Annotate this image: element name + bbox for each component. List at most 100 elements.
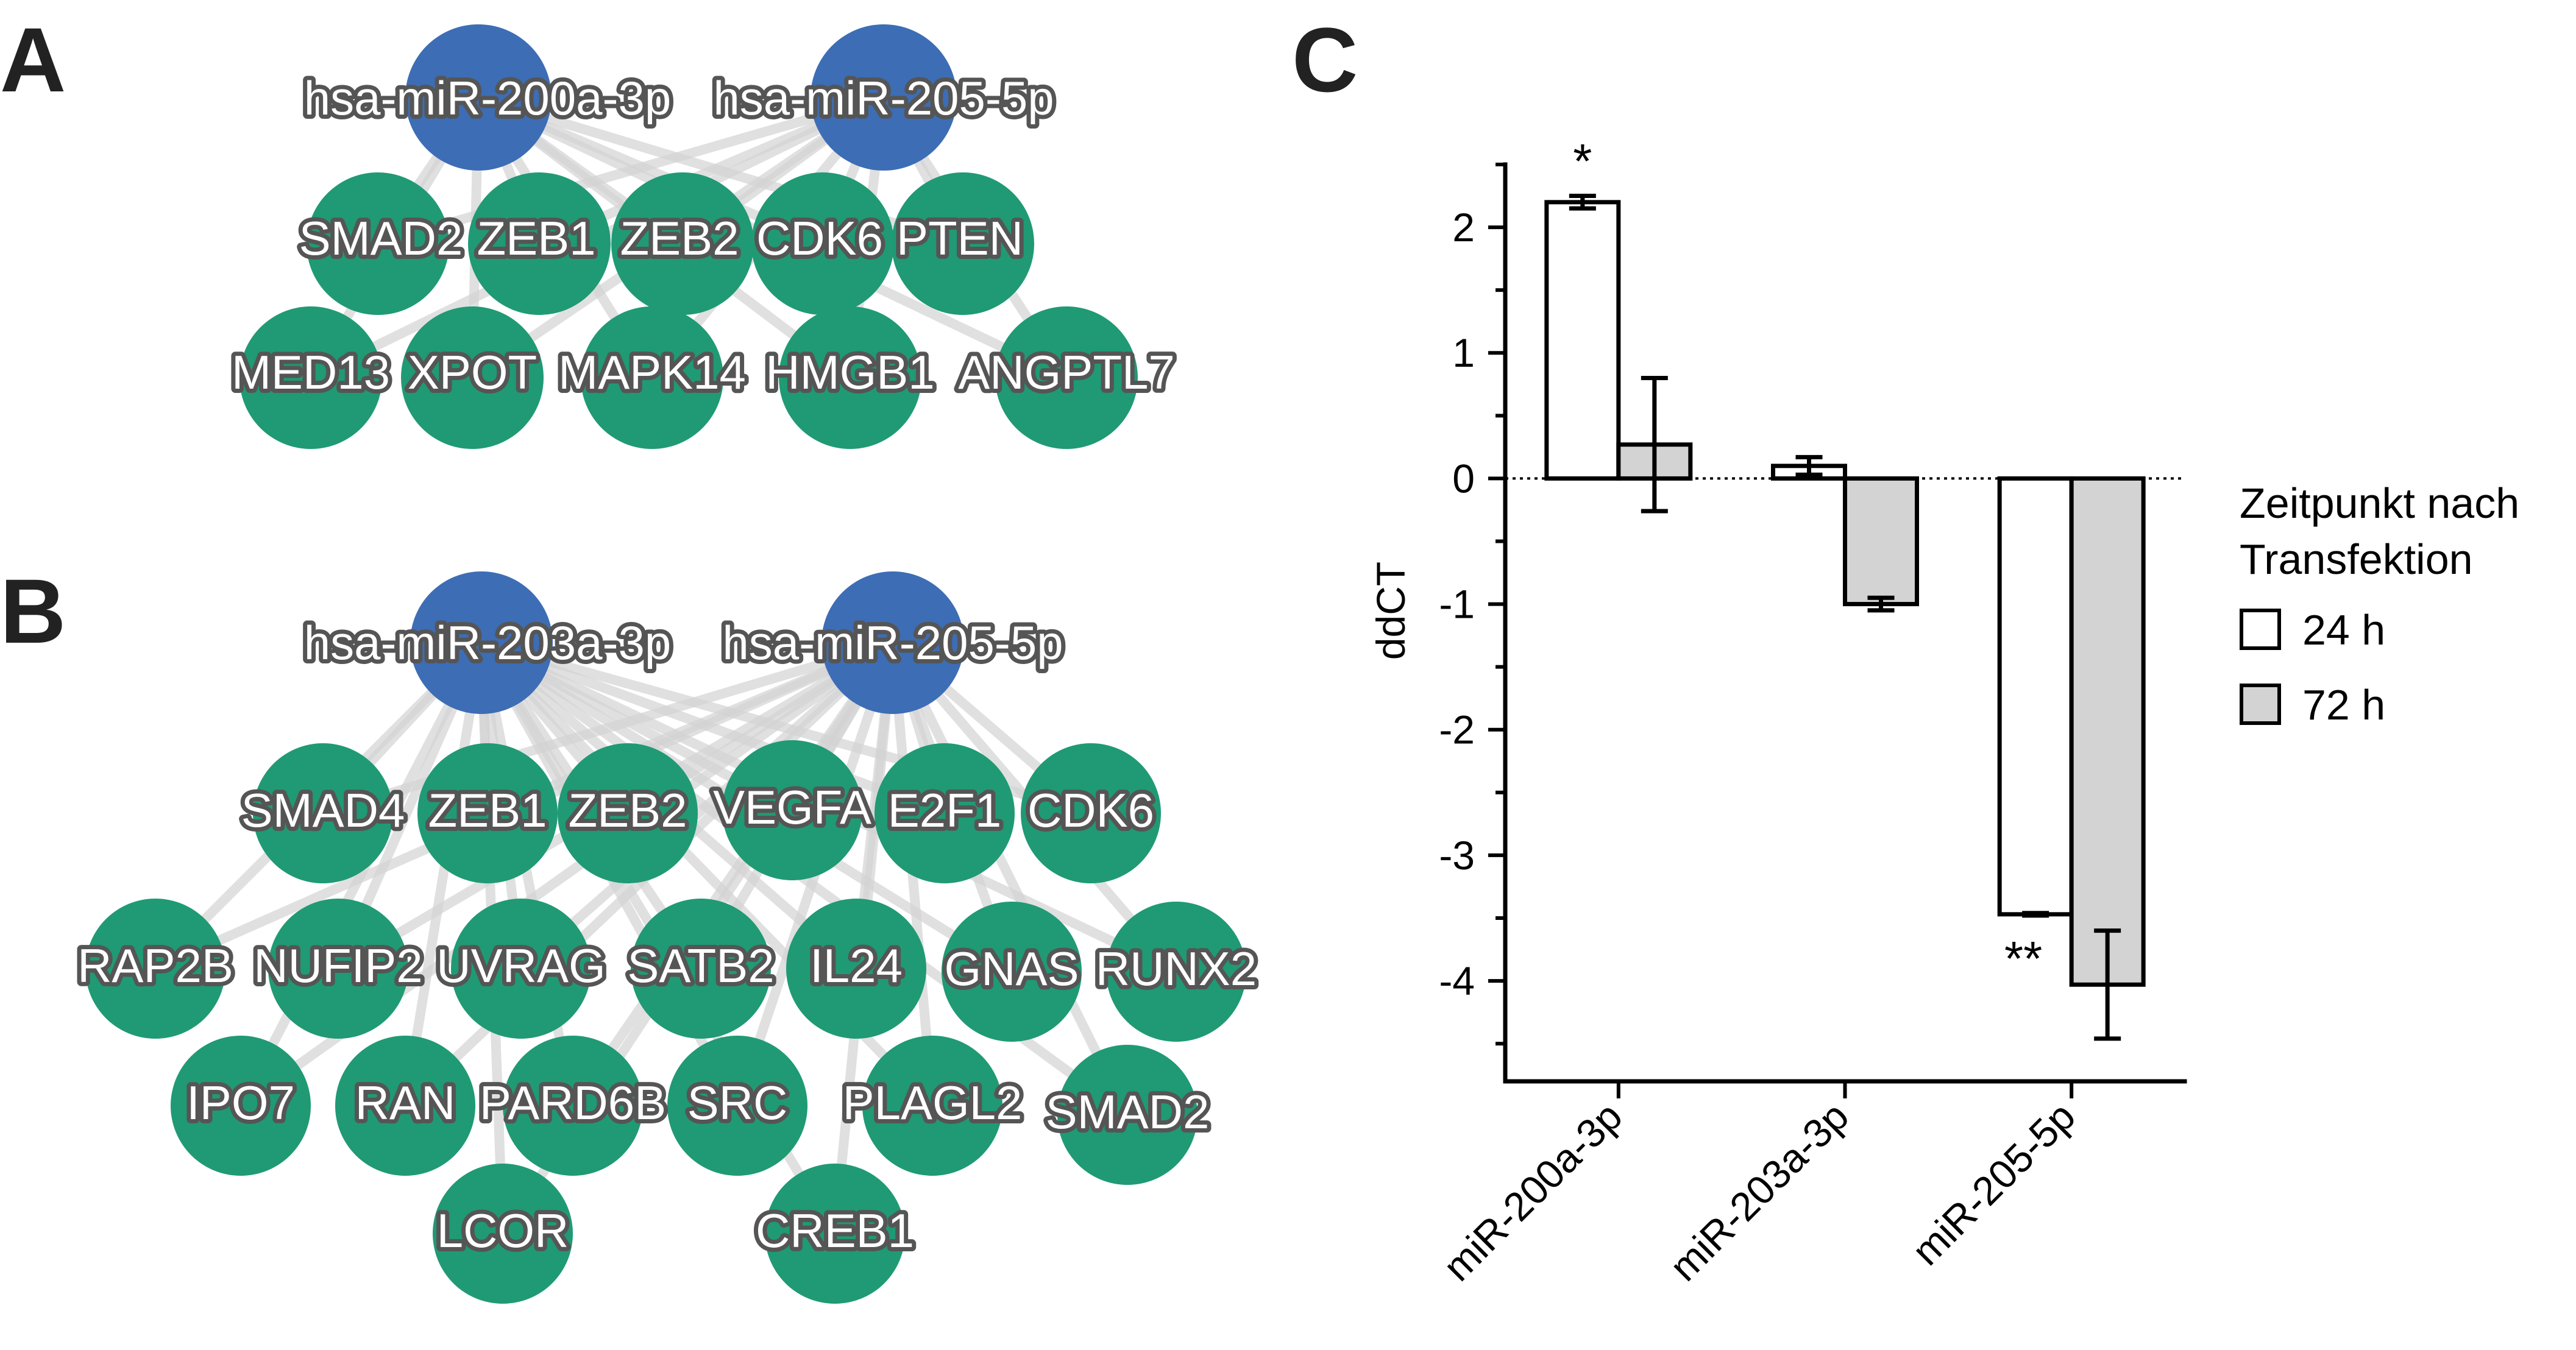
x-tick-label: miR-205-5p [1903,1094,2084,1274]
network-b: hsa-miR-203a-3p hsa-miR-205-5p SMAD4 ZEB… [73,571,1261,1304]
target-label: MAPK14 [558,345,746,399]
network-edge [400,638,486,1111]
target-node-a-xpot [401,306,544,449]
network-edge [888,638,1132,1120]
target-node-b-src [667,1036,807,1176]
target-node-b-plagl2 [862,1036,1002,1176]
target-label: CDK6 [756,211,883,265]
network-a: hsa-miR-200a-3p hsa-miR-205-5p SMAD2 ZEB… [227,24,1179,449]
network-edge [318,638,898,818]
target-node-a-smad2 [307,172,449,315]
target-node-b-smad4 [253,743,393,883]
target-label: E2F1 [888,783,1001,837]
target-node-a-pten [892,172,1034,315]
legend: Zeitpunkt nach Transfektion 24 h 72 h [2240,479,2519,729]
target-node-b-ran [335,1036,475,1176]
mirna-label-b-1: hsa-miR-203a-3p [304,616,672,670]
network-a-labels: hsa-miR-200a-3p hsa-miR-205-5p SMAD2 ZEB… [227,67,1179,403]
y-axis-title: ddCT [1368,562,1413,660]
target-label: ZEB1 [477,211,595,265]
target-node-b-uvrag [451,899,591,1039]
mirna-label-b-2: hsa-miR-205-5p [722,616,1063,670]
target-label: LCOR [437,1204,569,1257]
target-label: ZEB2 [568,783,687,837]
target-node-b-runx2 [1106,902,1246,1042]
mirna-node-a-2 [811,24,957,171]
target-node-b-pard6b [503,1036,643,1176]
target-label: VEGFA [713,780,871,834]
y-tick-label: 2 [1452,205,1475,250]
bar-72h-miR-203a-3p [1843,476,1919,607]
target-label: SMAD4 [241,783,405,837]
target-node-a-zeb2 [611,172,754,315]
target-label: XPOT [408,345,537,399]
target-node-b-rap2b [85,899,225,1039]
network-edge [477,638,949,818]
target-label: SMAD2 [1046,1085,1210,1139]
target-node-b-vegfa [722,740,862,880]
target-label: RUNX2 [1096,942,1257,995]
panel-letter-a: A [0,9,66,111]
target-label: CDK6 [1027,783,1154,837]
target-node-b-ipo7 [171,1036,311,1176]
target-label: ZEB1 [428,783,547,837]
y-tick-label: -2 [1439,707,1475,752]
legend-swatch-72h [2240,684,2281,725]
x-tick-label: miR-200a-3p [1435,1094,1631,1290]
y-tick-label: 0 [1452,456,1475,501]
mirna-label-a-2: hsa-miR-205-5p [713,71,1054,125]
error-bars [1569,194,2121,1041]
mirna-node-b-1 [410,571,553,714]
target-label: MED13 [232,345,390,399]
target-node-b-gnas [942,902,1082,1042]
mirna-node-b-2 [821,571,964,714]
mirna-label-a-1: hsa-miR-200a-3p [304,71,672,125]
target-node-b-lcor [433,1164,573,1304]
network-edge [373,93,889,249]
target-node-b-smad2 [1057,1045,1198,1185]
y-tick-label: -3 [1439,833,1475,878]
target-node-b-creb1 [765,1164,905,1304]
target-node-a-med13 [240,306,382,449]
target-label: HMGB1 [765,345,934,399]
target-node-a-zeb1 [468,172,611,315]
y-tick-label: 1 [1452,330,1475,375]
target-label: ZEB2 [620,211,739,265]
legend-title-line-2: Transfektion [2240,535,2473,583]
network-b-labels: hsa-miR-203a-3p hsa-miR-205-5p SMAD4 ZEB… [73,612,1261,1262]
target-node-a-cdk6 [751,172,894,315]
target-label: SMAD2 [299,211,463,265]
target-label: PLAGL2 [843,1076,1023,1129]
target-label: PTEN [896,211,1023,265]
y-ticks: 2 1 0 -1 -2 -3 -4 [1439,163,1505,1046]
network-b-nodes [85,571,1246,1304]
target-node-a-hmgb1 [779,306,921,449]
bar-72h-miR-205-5p [2069,476,2146,987]
legend-label-72h: 72 h [2302,681,2385,729]
legend-swatch-24h [2240,609,2281,650]
bar-series [1544,200,2146,987]
target-node-b-nufip2 [268,899,408,1039]
target-node-b-satb2 [631,899,771,1039]
target-node-b-e2f1 [875,743,1015,883]
chart-ddct: 210-1-2-3-4 miR-200a-3p miR-203a-3p miR-20… [1368,134,2519,1290]
target-label: ANGPTL7 [958,345,1174,399]
target-node-a-angptl7 [995,306,1138,449]
significance-marker: * [1573,134,1592,188]
target-label: GNAS [944,942,1079,995]
legend-title-line-1: Zeitpunkt nach [2240,479,2519,527]
target-node-a-mapk14 [581,306,723,449]
target-node-b-il24 [786,899,926,1039]
y-tick-label: -1 [1439,582,1475,627]
x-tick-label: miR-203a-3p [1661,1094,1857,1290]
target-label: SATB2 [627,939,774,992]
target-label: UVRAG [436,939,605,992]
target-label: SRC [687,1076,788,1129]
x-ticks: miR-200a-3p miR-203a-3p miR-205-5p [1435,1081,2084,1290]
mirna-node-a-1 [405,24,552,171]
panel-letter-c: C [1292,9,1358,111]
significance-marker: ** [2004,931,2042,986]
bar-24h-miR-200a-3p [1544,200,1621,481]
target-label: CREB1 [756,1204,914,1257]
